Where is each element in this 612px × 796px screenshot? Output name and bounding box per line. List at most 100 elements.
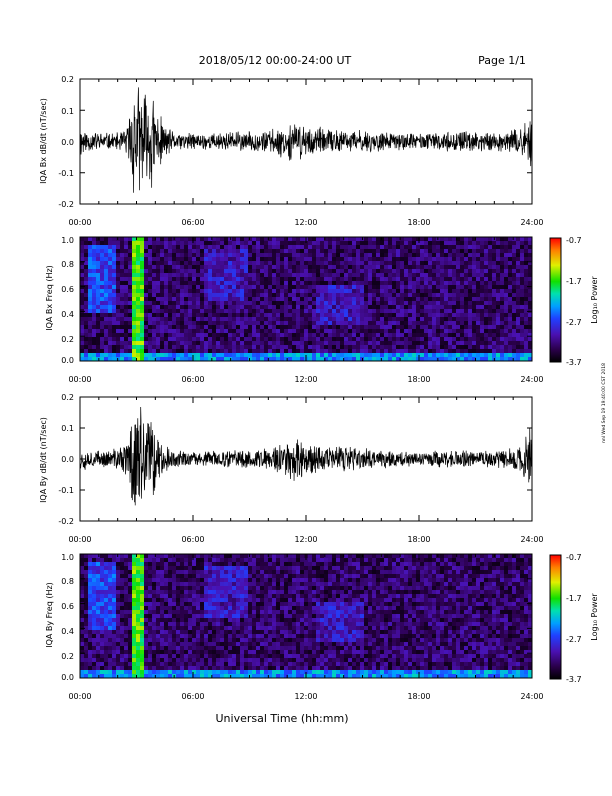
panel-by-spectrogram-cell bbox=[156, 574, 160, 578]
panel-bx-spectrogram-cell bbox=[456, 241, 460, 245]
panel-bx-spectrogram-cell bbox=[212, 253, 216, 257]
panel-bx-spectrogram-cell bbox=[124, 329, 128, 333]
panel-bx-spectrogram-cell bbox=[92, 241, 96, 245]
panel-bx-spectrogram-cell bbox=[424, 353, 428, 357]
panel-bx-spectrogram-cell bbox=[96, 269, 100, 273]
panel-bx-spectrogram-cell bbox=[240, 301, 244, 305]
panel-by-spectrogram-cell bbox=[108, 634, 112, 638]
panel-bx-spectrogram-cell bbox=[116, 245, 120, 249]
panel-bx-spectrogram-cell bbox=[212, 349, 216, 353]
panel-bx-spectrogram-cell bbox=[232, 261, 236, 265]
panel-bx-spectrogram-cell bbox=[492, 333, 496, 337]
panel-bx-spectrogram-cell bbox=[88, 297, 92, 301]
panel-by-spectrogram-cell bbox=[144, 638, 148, 642]
panel-bx-spectrogram-cell bbox=[176, 245, 180, 249]
panel-bx-spectrogram-cell bbox=[412, 349, 416, 353]
panel-bx-spectrogram-cell bbox=[268, 289, 272, 293]
panel-bx-spectrogram-cell bbox=[168, 321, 172, 325]
panel-bx-spectrogram-cell bbox=[420, 309, 424, 313]
panel-bx-spectrogram-cell bbox=[336, 289, 340, 293]
panel-by-spectrogram-cell bbox=[196, 582, 200, 586]
panel-bx-spectrogram-cell bbox=[196, 313, 200, 317]
panel-by-spectrogram-cell bbox=[112, 662, 116, 666]
panel-bx-spectrogram-cell bbox=[220, 257, 224, 261]
panel-by-spectrogram-cell bbox=[240, 566, 244, 570]
panel-bx-spectrogram-cell bbox=[444, 265, 448, 269]
panel-by-spectrogram-cell bbox=[80, 614, 84, 618]
panel-bx-spectrogram-cell bbox=[384, 341, 388, 345]
panel-by-spectrogram-cell bbox=[132, 606, 136, 610]
panel-bx-spectrogram-cell bbox=[248, 293, 252, 297]
panel-bx-spectrogram-cell bbox=[336, 237, 340, 241]
panel-bx-spectrogram-cell bbox=[512, 297, 516, 301]
panel-bx-spectrogram-cell bbox=[140, 329, 144, 333]
panel-bx-spectrogram-cell bbox=[248, 257, 252, 261]
panel-by-spectrogram-cell bbox=[136, 574, 140, 578]
panel-by-spectrogram-cell bbox=[144, 630, 148, 634]
panel-bx-spectrogram-cell bbox=[100, 257, 104, 261]
panel-bx-spectrogram-cell bbox=[524, 301, 528, 305]
panel-bx-spectrogram-cell bbox=[240, 333, 244, 337]
panel-bx-spectrogram-cell bbox=[428, 265, 432, 269]
panel-bx-dbdt-ytick-label: -0.1 bbox=[58, 169, 74, 178]
panel-bx-spectrogram-cell bbox=[320, 337, 324, 341]
panel-by-spectrogram-cell bbox=[128, 650, 132, 654]
panel-bx-spectrogram-cell bbox=[332, 273, 336, 277]
panel-bx-spectrogram-cell bbox=[420, 269, 424, 273]
panel-bx-spectrogram-cell bbox=[352, 337, 356, 341]
panel-by-spectrogram-cell bbox=[100, 562, 104, 566]
panel-bx-spectrogram-cell bbox=[496, 253, 500, 257]
panel-bx-spectrogram-cell bbox=[84, 277, 88, 281]
panel-bx-spectrogram-cell bbox=[216, 269, 220, 273]
panel-bx-spectrogram-cell bbox=[340, 285, 344, 289]
panel-bx-spectrogram-cell bbox=[136, 285, 140, 289]
panel-by-spectrogram-cell bbox=[120, 570, 124, 574]
panel-by-spectrogram-cell bbox=[112, 654, 116, 658]
panel-by-spectrogram-cell bbox=[124, 598, 128, 602]
panel-by-spectrogram-cell bbox=[92, 590, 96, 594]
panel-bx-spectrogram-cell bbox=[260, 313, 264, 317]
panel-bx-spectrogram-cell bbox=[124, 285, 128, 289]
panel-bx-spectrogram-cell bbox=[508, 257, 512, 261]
panel-by-spectrogram-cell bbox=[172, 558, 176, 562]
panel-bx-spectrogram-cell bbox=[440, 261, 444, 265]
panel-bx-spectrogram-cell bbox=[152, 325, 156, 329]
panel-bx-spectrogram-cell bbox=[192, 341, 196, 345]
panel-bx-spectrogram-cell bbox=[340, 325, 344, 329]
panel-by-spectrogram-cell bbox=[188, 586, 192, 590]
panel-by-spectrogram-cell bbox=[144, 566, 148, 570]
panel-bx-spectrogram-cell bbox=[352, 321, 356, 325]
panel-bx-spectrogram-cell bbox=[436, 281, 440, 285]
panel-by-spectrogram-cell bbox=[132, 602, 136, 606]
panel-bx-spectrogram-cell bbox=[208, 261, 212, 265]
panel-bx-spectrogram-cell bbox=[380, 265, 384, 269]
panel-bx-spectrogram-cell bbox=[468, 297, 472, 301]
panel-bx-spectrogram-cell bbox=[292, 241, 296, 245]
panel-bx-spectrogram-cell bbox=[340, 313, 344, 317]
panel-by-spectrogram-cell bbox=[168, 558, 172, 562]
panel-bx-spectrogram-cell bbox=[336, 277, 340, 281]
panel-bx-spectrogram-cell bbox=[464, 249, 468, 253]
panel-bx-spectrogram-cell bbox=[376, 281, 380, 285]
panel-bx-spectrogram-cell bbox=[220, 325, 224, 329]
panel-by-spectrogram-cell bbox=[88, 630, 92, 634]
panel-bx-spectrogram-cell bbox=[228, 301, 232, 305]
panel-by-spectrogram-cell bbox=[172, 662, 176, 666]
panel-bx-spectrogram-cell bbox=[164, 249, 168, 253]
panel-bx-spectrogram-cell bbox=[112, 293, 116, 297]
panel-bx-spectrogram-cell bbox=[444, 241, 448, 245]
panel-bx-spectrogram-cell bbox=[512, 353, 516, 357]
panel-bx-spectrogram-cell bbox=[236, 341, 240, 345]
panel-bx-spectrogram-cell bbox=[260, 245, 264, 249]
panel-bx-spectrogram-cell bbox=[364, 325, 368, 329]
panel-bx-spectrogram-cell bbox=[388, 265, 392, 269]
panel-by-spectrogram-cell bbox=[164, 622, 168, 626]
panel-bx-spectrogram-cell bbox=[236, 277, 240, 281]
panel-by-spectrogram-cell bbox=[80, 586, 84, 590]
panel-bx-spectrogram-cell bbox=[340, 281, 344, 285]
panel-bx-spectrogram-cell bbox=[484, 317, 488, 321]
panel-bx-spectrogram-cell bbox=[460, 301, 464, 305]
panel-bx-spectrogram-cell bbox=[132, 297, 136, 301]
panel-by-spectrogram-cell bbox=[216, 570, 220, 574]
panel-bx-spectrogram-cell bbox=[100, 293, 104, 297]
